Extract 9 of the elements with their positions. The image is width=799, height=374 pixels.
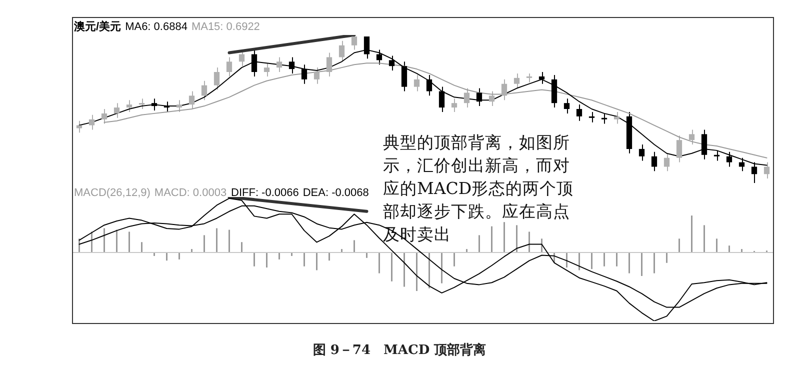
text: MA6: 0.6884 [125,21,188,33]
chart-title: MACD(26,12,9) [74,187,150,199]
series-label: DIFF: -0.0066 [231,187,299,199]
text: MA15: 0.6922 [191,21,260,33]
chart-title: 澳元/美元 [74,21,122,33]
series-label: DEA: -0.0068 [302,187,369,199]
annotation: 典型的顶部背离，如图所示，汇价创出新高，而对应的MACD形态的两个顶部却逐步下跌。应在高点及时卖出 [383,132,575,246]
text: MACD: 0.0003 [154,187,227,199]
caption: 图 9－74 MACD 顶部背离 [312,342,488,359]
